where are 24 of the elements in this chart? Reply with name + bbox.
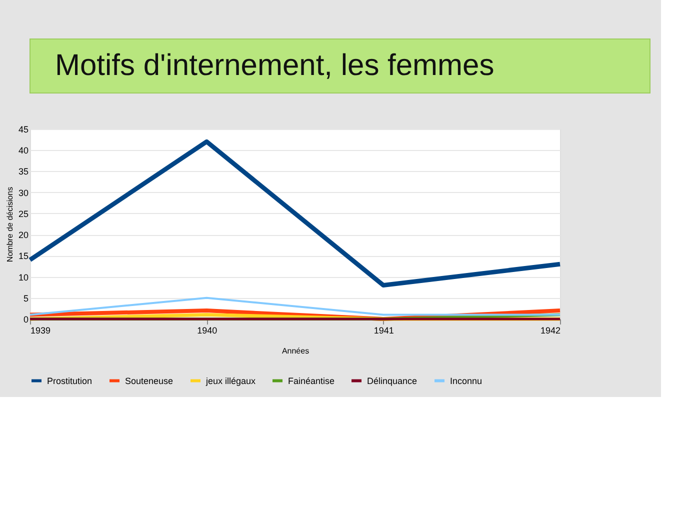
x-tick-label: 1940 — [197, 326, 218, 336]
y-tick-label: 0 — [23, 314, 28, 324]
y-tick-label: 35 — [18, 166, 28, 177]
y-tick-label: 25 — [18, 208, 28, 219]
y-tick-label: 15 — [18, 251, 28, 262]
chart-title: Motifs d'internement, les femmes — [55, 49, 494, 82]
y-tick-label: 30 — [18, 188, 28, 198]
x-axis-title: Années — [282, 346, 310, 356]
y-tick-label: 10 — [18, 272, 28, 282]
legend-label: Prostitution — [47, 376, 92, 386]
x-tick-label: 1941 — [374, 326, 394, 336]
legend-label: jeux illégaux — [205, 376, 256, 386]
legend-label: Délinquance — [367, 376, 418, 386]
y-tick-label: 40 — [18, 146, 28, 156]
legend-label: Inconnu — [450, 376, 482, 386]
y-axis-title: Nombre de décisions — [5, 186, 14, 262]
y-tick-label: 45 — [18, 124, 28, 134]
y-tick-label: 5 — [23, 293, 28, 304]
y-tick-label: 20 — [18, 230, 28, 240]
x-tick-label: 1942 — [540, 326, 560, 336]
legend-label: Souteneuse — [125, 376, 174, 386]
line-series — [28, 139, 562, 288]
x-tick-label: 1939 — [30, 326, 51, 336]
legend-label: Fainéantise — [288, 376, 335, 386]
